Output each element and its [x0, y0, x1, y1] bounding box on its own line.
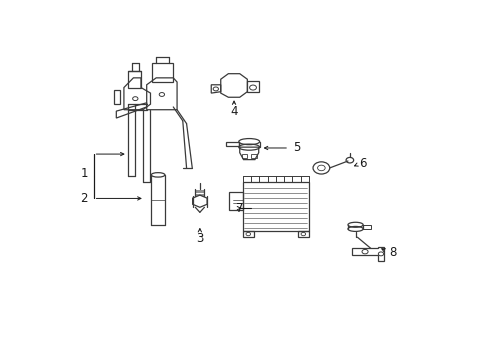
Text: 7: 7: [236, 202, 244, 215]
Bar: [243, 183, 309, 231]
Bar: [363, 225, 371, 229]
Text: 1: 1: [80, 167, 88, 180]
Bar: [242, 154, 247, 158]
Text: 4: 4: [230, 105, 238, 118]
Text: 3: 3: [196, 232, 203, 245]
Bar: [297, 231, 309, 237]
Bar: [247, 81, 259, 92]
Text: 5: 5: [293, 141, 300, 154]
Text: 8: 8: [390, 246, 397, 259]
Bar: [243, 231, 254, 237]
Text: 2: 2: [80, 192, 88, 205]
Bar: [251, 154, 257, 158]
Text: 6: 6: [359, 157, 367, 170]
Bar: [229, 192, 243, 210]
